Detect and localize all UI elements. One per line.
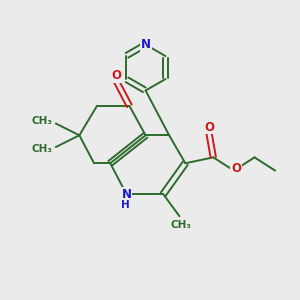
Text: O: O bbox=[204, 121, 214, 134]
Text: CH₃: CH₃ bbox=[31, 144, 52, 154]
Text: N: N bbox=[141, 38, 151, 51]
Text: CH₃: CH₃ bbox=[31, 116, 52, 126]
Text: CH₃: CH₃ bbox=[170, 220, 191, 230]
Text: H: H bbox=[121, 200, 129, 210]
Text: O: O bbox=[231, 162, 241, 175]
Text: O: O bbox=[111, 69, 121, 82]
Text: N: N bbox=[122, 188, 131, 201]
